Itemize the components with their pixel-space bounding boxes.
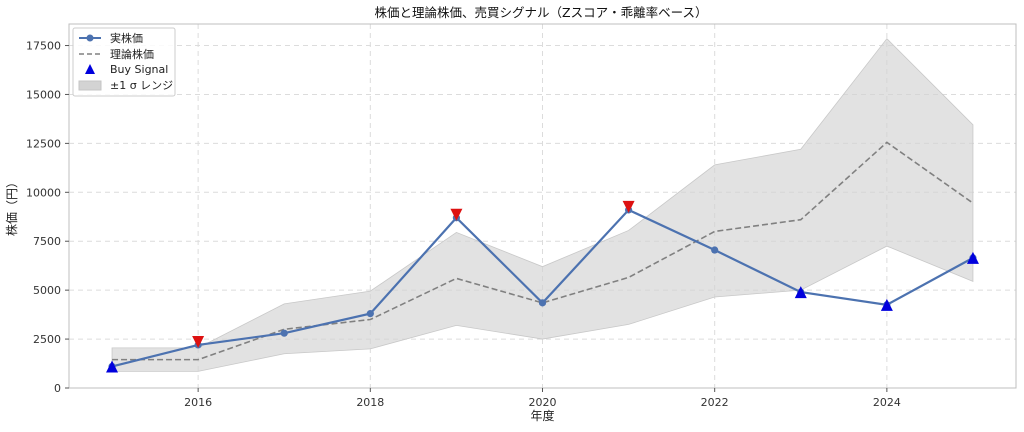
- x-axis-label: 年度: [530, 408, 554, 423]
- actual-price-point: [280, 329, 288, 337]
- legend: 実株価 理論株価 Buy Signal ±1 σ レンジ: [72, 27, 176, 97]
- legend-buy-triangle-swatch: [85, 64, 95, 74]
- chart-title: 株価と理論株価、売買シグナル（Zスコア・乖離率ベース）: [375, 5, 708, 20]
- legend-label-buy: Buy Signal: [110, 63, 168, 76]
- buy-signal-marker: [880, 298, 893, 311]
- y-tick-label: 10000: [26, 186, 61, 199]
- legend-label-actual: 実株価: [110, 31, 143, 45]
- sell-signal-marker: [450, 208, 463, 221]
- tick-label-layer: 2016 2018 2020 2022 2024 0 2500 5000 7500 10000 12…: [26, 40, 901, 409]
- y-tick-label: 17500: [26, 40, 61, 53]
- y-axis-label: 株価（円）: [4, 176, 19, 236]
- sell-signal-marker: [622, 200, 635, 213]
- signal-marker-layer: [106, 200, 979, 373]
- buy-signal-marker: [794, 286, 807, 299]
- buy-signal-marker: [966, 251, 979, 264]
- x-tick-label: 2024: [873, 396, 901, 409]
- x-tick-label: 2018: [356, 396, 384, 409]
- legend-label-band: ±1 σ レンジ: [110, 79, 173, 92]
- actual-price-point: [711, 246, 719, 254]
- x-tick-label: 2020: [529, 396, 557, 409]
- buy-signal-marker: [106, 360, 119, 373]
- x-tick-label: 2016: [184, 396, 212, 409]
- y-tick-label: 15000: [26, 88, 61, 101]
- sigma-band-layer: [111, 38, 974, 372]
- legend-actual-marker-swatch: [86, 34, 94, 42]
- sell-signal-marker: [192, 335, 205, 348]
- legend-label-theory: 理論株価: [110, 47, 154, 61]
- actual-price-point: [366, 310, 374, 318]
- y-tick-label: 0: [54, 382, 61, 395]
- actual-price-point: [538, 299, 547, 307]
- legend-band-swatch: [78, 80, 102, 91]
- y-tick-label: 12500: [26, 137, 61, 150]
- theoretical-price-line: [112, 141, 974, 361]
- y-tick-label: 5000: [33, 284, 61, 297]
- legend-box: [72, 27, 176, 97]
- x-tick-label: 2022: [701, 396, 729, 409]
- sigma-band: [111, 38, 974, 372]
- y-tick-label: 2500: [33, 333, 61, 346]
- y-tick-label: 7500: [33, 235, 61, 248]
